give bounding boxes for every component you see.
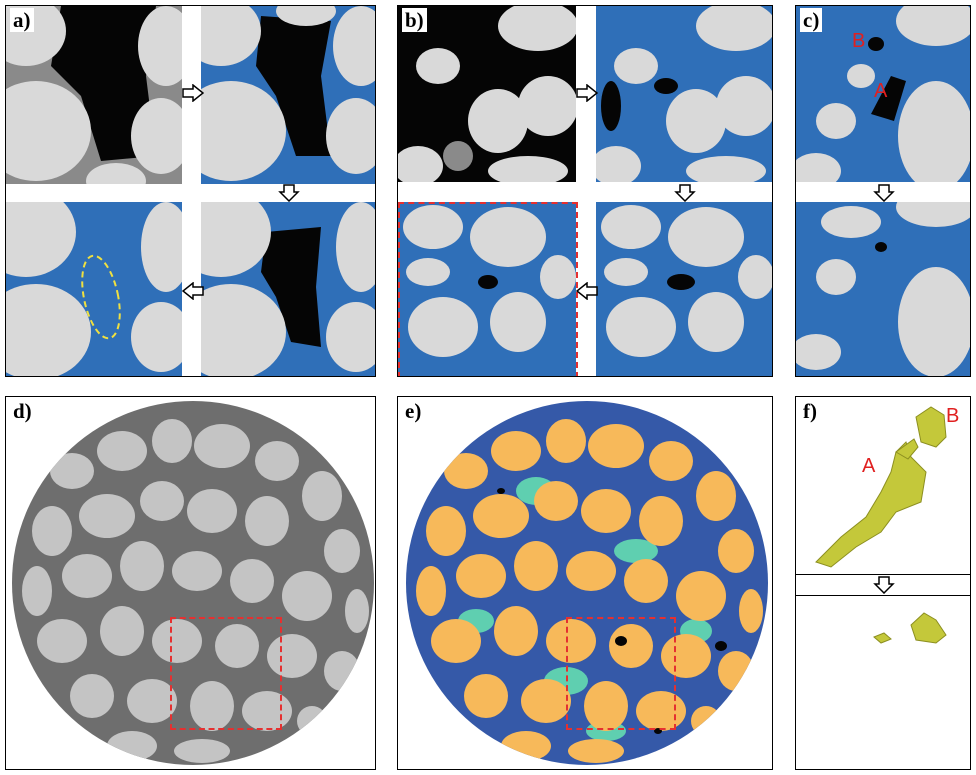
panel-d-label: d): [10, 399, 35, 423]
panel-a-tile-bottom-right: [201, 202, 375, 376]
panel-f-tile-top: [796, 397, 970, 575]
panel-c-tile-top: [796, 6, 970, 182]
arrow-down-icon: [873, 576, 895, 594]
panel-f-marker-b: B: [946, 405, 960, 427]
panel-f-label: f): [800, 399, 820, 423]
panel-b-dashed-box: [398, 202, 578, 376]
panel-a-tile-top-right: [201, 6, 375, 184]
panel-b-tile-top-left: [398, 6, 576, 182]
arrow-down-icon: [873, 184, 895, 202]
panel-d-dashed-box: [170, 617, 282, 730]
panel-b-tile-top-right: [596, 6, 772, 182]
panel-d-ct-slice: [12, 401, 374, 765]
panel-b: b): [397, 5, 773, 377]
panel-c-marker-b: B: [852, 30, 866, 52]
panel-c-label: c): [800, 8, 823, 32]
panel-d: d): [5, 396, 376, 770]
panel-b-tile-bottom-right: [596, 202, 772, 376]
panel-b-label: b): [402, 8, 427, 32]
panel-e: e): [397, 396, 773, 770]
panel-e-segmented-slice: [406, 401, 768, 765]
panel-f: f) A B: [795, 396, 971, 770]
panel-a-tile-top-left: [6, 6, 182, 184]
arrow-left-icon: [182, 282, 204, 300]
panel-a-tile-bottom-left: [6, 202, 182, 376]
panel-f-tile-bottom: [796, 595, 970, 769]
panel-e-dashed-box: [566, 617, 676, 730]
arrow-down-icon: [278, 184, 300, 202]
arrow-left-icon: [576, 282, 598, 300]
arrow-right-icon: [182, 84, 204, 102]
panel-c-tile-bottom: [796, 202, 970, 376]
panel-c: c) B A: [795, 5, 971, 377]
panel-f-marker-a: A: [862, 455, 876, 477]
panel-b-tile-bottom-left: [398, 202, 576, 376]
arrow-down-icon: [674, 184, 696, 202]
panel-a-label: a): [10, 8, 34, 32]
panel-a: a): [5, 5, 376, 377]
arrow-right-icon: [576, 84, 598, 102]
panel-c-marker-a: A: [874, 80, 888, 102]
panel-e-label: e): [402, 399, 425, 423]
